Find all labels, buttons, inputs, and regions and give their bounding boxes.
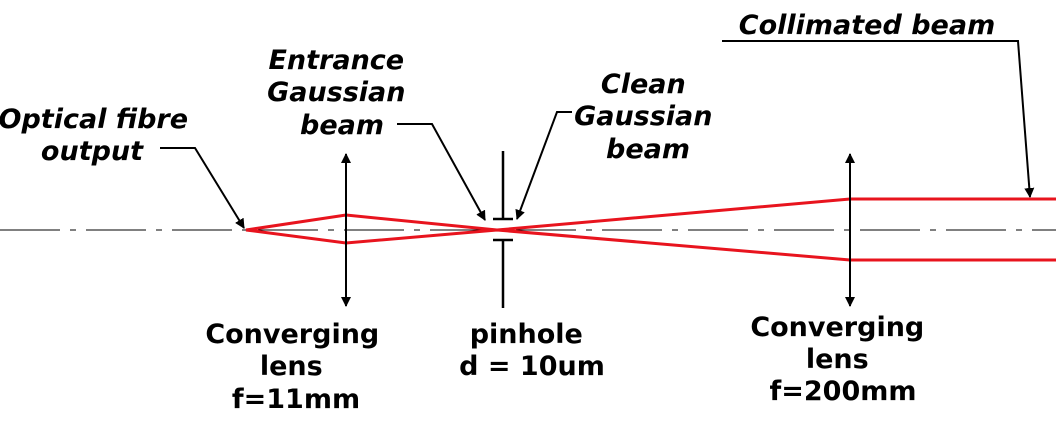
laser-beam	[245, 197, 1056, 262]
lens-2-label: Converging lens f=200mm	[750, 312, 933, 407]
clean-beam-label: Clean Gaussian beam	[574, 69, 722, 165]
optical-fibre-label: Optical fibre output	[0, 104, 197, 167]
entrance-beam-label: Entrance Gaussian beam	[267, 45, 415, 141]
collimated-beam-leader	[722, 40, 1035, 198]
collimated-beam-label: Collimated beam	[739, 10, 995, 41]
clean-beam-leader	[515, 111, 572, 220]
optical-fibre-leader	[160, 147, 245, 229]
pinhole	[493, 151, 513, 308]
beam-upper-edge	[245, 197, 1056, 232]
entrance-beam-leader	[397, 123, 486, 221]
beam-lower-edge	[245, 228, 1056, 262]
pinhole-label: pinhole d = 10um	[459, 319, 605, 382]
lens-1-label: Converging lens f=11mm	[205, 319, 388, 415]
